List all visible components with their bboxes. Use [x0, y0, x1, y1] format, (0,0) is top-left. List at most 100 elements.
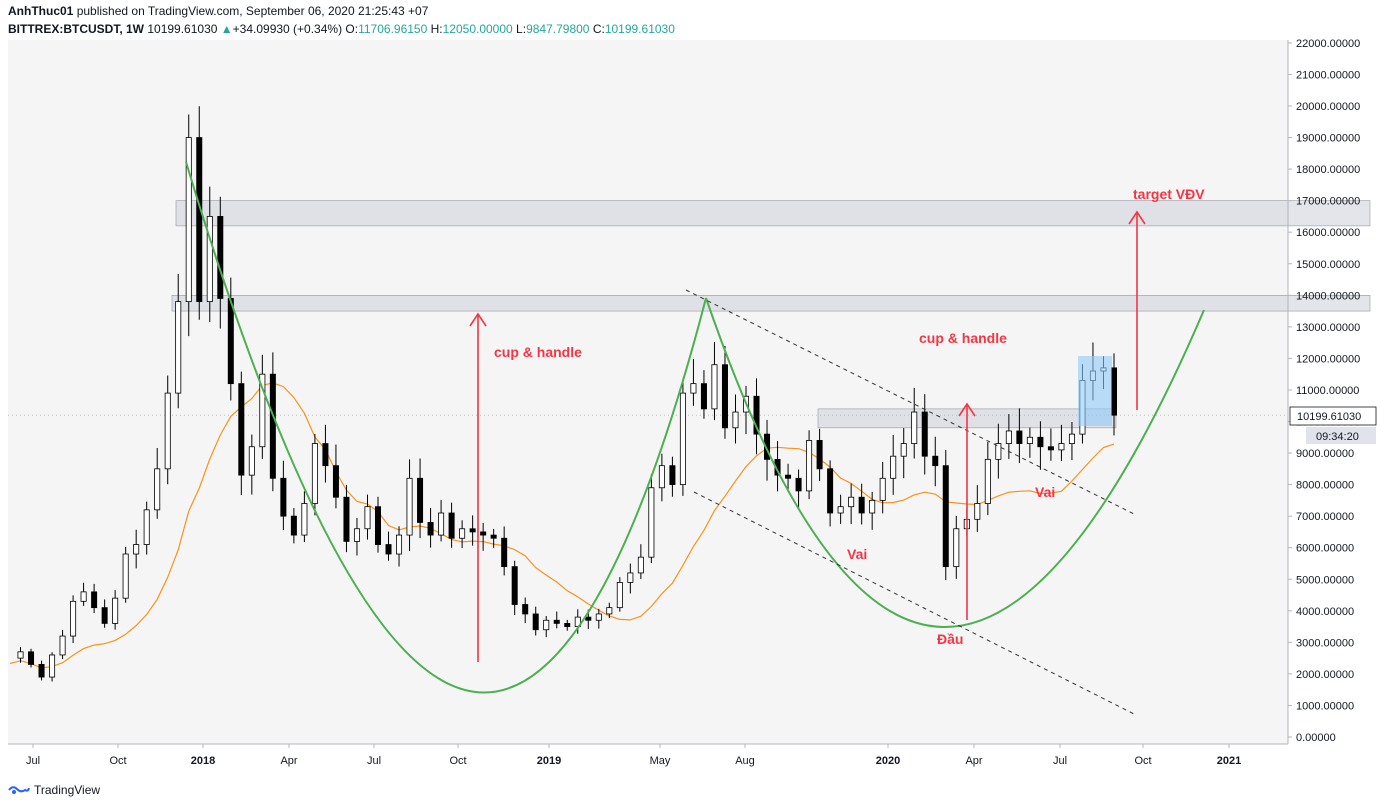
author-name[interactable]: AnhThuc01	[8, 4, 74, 18]
candle[interactable]	[858, 496, 865, 514]
candle[interactable]	[1068, 433, 1075, 444]
candle[interactable]	[869, 499, 876, 514]
candle[interactable]	[953, 528, 960, 568]
candle[interactable]	[564, 623, 571, 627]
candle[interactable]	[469, 528, 476, 533]
candle[interactable]	[1016, 430, 1023, 444]
candle[interactable]	[732, 411, 739, 429]
candle[interactable]	[385, 544, 392, 555]
candle[interactable]	[133, 544, 140, 555]
plot-area[interactable]	[8, 40, 1288, 744]
candle[interactable]	[59, 635, 66, 656]
candle[interactable]	[417, 477, 424, 523]
tradingview-footer[interactable]: TradingView	[8, 783, 100, 797]
candle[interactable]	[1026, 436, 1033, 444]
last-price-badge[interactable]	[1289, 406, 1377, 426]
candle[interactable]	[658, 465, 665, 489]
candle[interactable]	[17, 651, 24, 659]
candle[interactable]	[795, 477, 802, 492]
candle[interactable]	[70, 600, 77, 637]
candle[interactable]	[879, 477, 886, 501]
candle[interactable]	[1058, 443, 1065, 451]
candle[interactable]	[101, 607, 108, 624]
candle[interactable]	[553, 619, 560, 624]
candle[interactable]	[921, 411, 928, 457]
candle[interactable]	[1005, 430, 1012, 444]
candle[interactable]	[690, 383, 697, 394]
candle[interactable]	[606, 607, 613, 615]
trendline-upper[interactable]	[685, 289, 1135, 515]
candle[interactable]	[1047, 446, 1054, 451]
candle[interactable]	[995, 443, 1002, 460]
candle[interactable]	[543, 619, 550, 631]
candle[interactable]	[501, 537, 508, 568]
candle[interactable]	[91, 591, 98, 609]
candle[interactable]	[332, 465, 339, 498]
candle[interactable]	[1111, 367, 1118, 416]
candle[interactable]	[290, 515, 297, 536]
candle[interactable]	[311, 443, 318, 504]
candle[interactable]	[721, 364, 728, 429]
candle[interactable]	[175, 301, 182, 394]
countdown-badge[interactable]	[1306, 427, 1376, 444]
candle[interactable]	[301, 503, 308, 536]
candle[interactable]	[248, 446, 255, 476]
candle[interactable]	[374, 506, 381, 545]
candle[interactable]	[974, 503, 981, 520]
candle[interactable]	[112, 597, 119, 624]
candle[interactable]	[627, 572, 634, 583]
candle[interactable]	[185, 137, 192, 303]
candle[interactable]	[164, 392, 171, 470]
candle[interactable]	[154, 468, 161, 511]
candle[interactable]	[459, 528, 466, 539]
candle[interactable]	[595, 613, 602, 621]
candle[interactable]	[637, 556, 644, 574]
candle[interactable]	[122, 553, 129, 599]
candle[interactable]	[984, 458, 991, 504]
candle[interactable]	[143, 509, 150, 545]
candle[interactable]	[396, 534, 403, 555]
candle[interactable]	[353, 528, 360, 542]
candle[interactable]	[911, 411, 918, 444]
candle[interactable]	[1037, 436, 1044, 448]
candle[interactable]	[511, 566, 518, 605]
candle[interactable]	[406, 477, 413, 536]
candle[interactable]	[942, 465, 949, 568]
candle[interactable]	[785, 474, 792, 479]
candle[interactable]	[806, 440, 813, 492]
trendline-lower[interactable]	[693, 491, 1135, 715]
candle[interactable]	[343, 496, 350, 542]
candle[interactable]	[280, 477, 287, 517]
candle[interactable]	[932, 455, 939, 467]
candle[interactable]	[679, 392, 686, 486]
candle[interactable]	[80, 591, 87, 602]
candle[interactable]	[522, 604, 529, 615]
candle[interactable]	[259, 373, 266, 448]
candle[interactable]	[827, 468, 834, 514]
candle[interactable]	[711, 364, 718, 410]
cup-curve-1[interactable]	[185, 161, 707, 694]
candle[interactable]	[438, 512, 445, 536]
candle[interactable]	[28, 651, 35, 665]
resistance-zone[interactable]	[175, 200, 1371, 227]
candle[interactable]	[448, 512, 455, 539]
candle[interactable]	[616, 582, 623, 609]
candle[interactable]	[669, 465, 676, 486]
candle[interactable]	[480, 531, 487, 536]
candle[interactable]	[490, 534, 497, 539]
candle[interactable]	[848, 496, 855, 508]
candle[interactable]	[38, 664, 45, 678]
candle[interactable]	[196, 137, 203, 303]
candle[interactable]	[585, 616, 592, 621]
candle[interactable]	[816, 440, 823, 470]
candle[interactable]	[206, 216, 213, 303]
candle[interactable]	[900, 443, 907, 457]
candle[interactable]	[364, 506, 371, 530]
candle[interactable]	[238, 383, 245, 476]
candle[interactable]	[217, 216, 224, 299]
candle[interactable]	[837, 506, 844, 514]
candle[interactable]	[764, 433, 771, 460]
candle[interactable]	[227, 298, 234, 385]
resistance-zone[interactable]	[171, 294, 1371, 312]
